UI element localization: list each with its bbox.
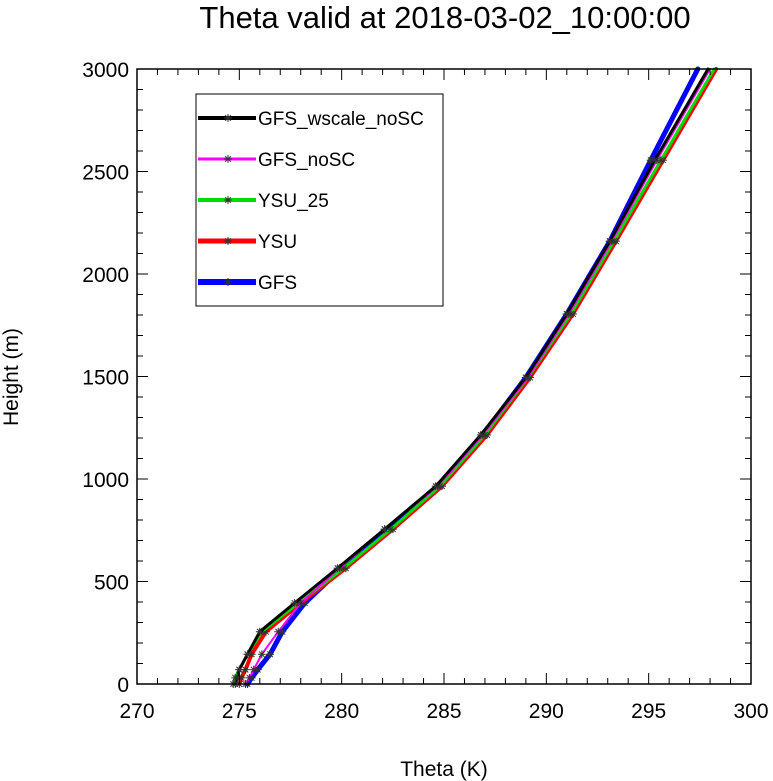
x-tick-label: 275 — [222, 700, 257, 723]
plot-area — [229, 66, 719, 688]
legend-label-GFS: GFS — [258, 273, 297, 294]
series-marker-GFS_wscale_noSC-7 — [380, 525, 389, 534]
axis-ticks: 270 275 280 285 290 295 3000500100015002000250… — [82, 59, 768, 723]
series-marker-GFS_wscale_noSC-10 — [521, 373, 530, 382]
y-tick-label: 2500 — [82, 162, 129, 185]
x-tick-label: 280 — [324, 700, 359, 723]
y-tick-label: 2000 — [82, 264, 129, 287]
x-tick-label: 270 — [119, 700, 154, 723]
series-marker-GFS_wscale_noSC-11 — [562, 309, 571, 318]
series-marker-GFS_wscale_noSC-6 — [333, 564, 342, 573]
series-marker-GFS_noSC-1 — [245, 673, 254, 682]
y-tick-label: 1000 — [82, 469, 129, 492]
legend: GFS_wscale_noSC GFS_noSC YSU_25 YSU GFS — [198, 109, 424, 294]
series-marker-GFS_wscale_noSC-8 — [431, 482, 440, 491]
legend-marker-GFS_wscale_noSC — [224, 114, 232, 122]
series-marker-GFS_wscale_noSC-4 — [255, 627, 264, 636]
series-marker-GFS_noSC-3 — [257, 650, 266, 659]
legend-label-GFS_noSC: GFS_noSC — [258, 150, 355, 171]
series-marker-GFS_noSC-4 — [274, 627, 283, 636]
legend-marker-GFS — [224, 278, 232, 286]
x-axis-label: Theta (K) — [400, 758, 488, 781]
x-tick-label: 290 — [529, 700, 564, 723]
y-tick-label: 500 — [94, 572, 129, 595]
legend-label-YSU: YSU — [258, 232, 297, 253]
legend-label-GFS_wscale_noSC: GFS_wscale_noSC — [258, 109, 424, 130]
x-tick-label: 300 — [733, 700, 768, 723]
legend-label-YSU_25: YSU_25 — [258, 191, 329, 212]
series-marker-GFS_wscale_noSC-13 — [650, 156, 659, 165]
legend-marker-YSU_25 — [224, 196, 232, 204]
series-marker-GFS-3 — [266, 650, 275, 659]
chart-title: Theta valid at 2018-03-02_10:00:00 — [199, 0, 690, 35]
series-marker-GFS_wscale_noSC-1 — [233, 673, 242, 682]
series-marker-GFS_wscale_noSC-12 — [605, 237, 614, 246]
legend-marker-GFS_noSC — [224, 155, 232, 163]
y-tick-label: 1500 — [82, 367, 129, 390]
series-marker-GFS_wscale_noSC-5 — [290, 599, 299, 608]
x-tick-label: 285 — [426, 700, 461, 723]
y-axis-label: Height (m) — [0, 328, 23, 426]
y-tick-label: 0 — [117, 674, 129, 697]
y-tick-label: 3000 — [82, 59, 129, 82]
series-marker-GFS_wscale_noSC-3 — [243, 650, 252, 659]
series-marker-GFS_wscale_noSC-2 — [235, 665, 244, 674]
series-marker-GFS_wscale_noSC-9 — [476, 430, 485, 439]
legend-marker-YSU — [224, 237, 232, 245]
x-tick-label: 295 — [631, 700, 666, 723]
series-marker-GFS_noSC-2 — [249, 665, 258, 674]
